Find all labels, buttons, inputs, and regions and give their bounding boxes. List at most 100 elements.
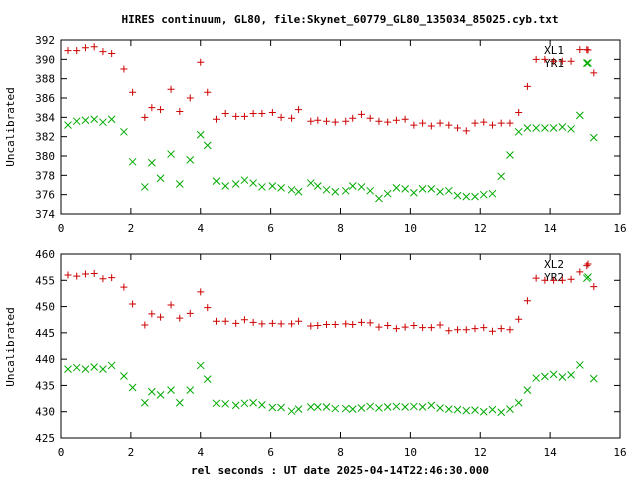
data-point-xl1: [176, 108, 184, 116]
data-point-yr2: [488, 405, 497, 414]
bottom-y-tick-label: 450: [35, 301, 55, 314]
data-point-xl2: [419, 324, 427, 332]
data-point-yr2: [313, 403, 322, 411]
bottom-x-tick-label: 10: [404, 446, 417, 459]
data-point-yr2: [140, 398, 149, 407]
data-point-yr1: [582, 59, 591, 68]
data-point-yr2: [147, 387, 156, 396]
data-point-yr2: [120, 372, 128, 380]
data-point-xl1: [541, 55, 549, 63]
data-point-yr1: [203, 141, 212, 150]
data-point-yr2: [375, 404, 383, 412]
bottom-y-tick-label: 440: [35, 353, 55, 366]
data-point-xl2: [480, 324, 488, 332]
data-point-yr2: [277, 403, 285, 412]
legend-marker-yr1: [584, 59, 592, 67]
data-point-xl2: [331, 320, 339, 328]
data-point-yr1: [81, 116, 90, 125]
data-point-yr1: [258, 183, 266, 191]
data-point-yr2: [506, 405, 514, 413]
data-point-xl2: [427, 324, 435, 332]
chart-title: HIRES continuum, GL80, file:Skynet_60779…: [121, 13, 558, 26]
data-point-yr2: [231, 401, 240, 410]
top-plot-panel: Uncalibrated 374 376 378 380 382 384 386 388 390…: [4, 34, 627, 235]
data-point-xl2: [197, 288, 205, 296]
data-point-yr1: [147, 158, 156, 167]
data-point-xl1: [249, 109, 257, 117]
top-x-tick-label: 12: [474, 222, 487, 235]
top-x-tick-label: 10: [404, 222, 417, 235]
data-point-yr1: [175, 180, 184, 188]
data-point-yr2: [175, 398, 184, 407]
top-x-tick-label: 16: [613, 222, 626, 235]
data-point-yr2: [427, 401, 436, 410]
data-point-xl1: [558, 57, 566, 65]
data-point-xl2: [523, 297, 531, 305]
data-point-xl1: [419, 119, 427, 127]
data-point-xl1: [342, 117, 350, 125]
data-point-xl1: [590, 69, 598, 77]
data-point-xl1: [277, 113, 285, 121]
data-point-yr1: [196, 130, 205, 139]
data-point-xl1: [323, 117, 331, 125]
data-point-xl1: [232, 112, 240, 120]
data-point-yr1: [99, 118, 107, 127]
bottom-x-tick-label: 16: [613, 446, 626, 459]
data-point-yr2: [268, 403, 277, 412]
data-point-xl2: [583, 262, 591, 270]
data-point-xl2: [64, 271, 72, 279]
top-y-tick-label: 374: [35, 208, 55, 221]
data-point-xl2: [99, 275, 107, 283]
data-point-yr1: [294, 187, 303, 196]
data-point-yr1: [249, 179, 258, 187]
data-point-yr2: [287, 407, 296, 416]
data-point-yr1: [221, 182, 230, 190]
data-point-yr2: [90, 363, 99, 371]
data-point-yr2: [410, 402, 418, 411]
data-point-xl2: [268, 319, 276, 327]
data-point-yr1: [375, 194, 383, 203]
data-point-xl2: [471, 325, 479, 333]
bottom-x-tick-label: 2: [128, 446, 135, 459]
bottom-x-tick-label: 8: [337, 446, 344, 459]
data-point-xl1: [148, 104, 156, 112]
data-point-yr1: [231, 180, 240, 188]
data-point-xl2: [323, 320, 331, 328]
data-point-yr1: [462, 192, 471, 201]
bottom-y-tick-label: 460: [35, 248, 55, 261]
data-point-xl2: [462, 326, 470, 334]
data-point-xl2: [120, 283, 128, 291]
data-point-xl1: [81, 44, 89, 52]
data-point-yr1: [341, 186, 350, 195]
data-point-xl2: [550, 276, 558, 284]
data-point-xl2: [567, 275, 575, 283]
data-point-xl2: [258, 320, 266, 328]
bottom-y-tick-label: 435: [35, 379, 55, 392]
data-point-xl2: [366, 319, 374, 327]
data-point-xl2: [314, 321, 322, 329]
data-point-xl2: [167, 301, 175, 309]
top-y-tick-label: 378: [35, 169, 55, 182]
data-point-xl2: [277, 320, 285, 328]
data-point-xl2: [392, 325, 400, 333]
data-point-yr1: [186, 156, 195, 164]
data-point-xl2: [81, 270, 89, 278]
data-point-yr2: [306, 403, 315, 411]
data-point-yr1: [72, 117, 81, 126]
data-point-xl2: [454, 326, 462, 334]
top-plot-frame: [60, 39, 621, 215]
bottom-x-tick-label: 4: [197, 446, 204, 459]
data-point-yr2: [418, 403, 427, 411]
data-point-yr1: [488, 189, 497, 198]
data-point-yr2: [258, 401, 266, 409]
data-point-xl1: [108, 50, 116, 58]
data-point-xl1: [307, 117, 315, 125]
data-point-xl2: [141, 321, 149, 329]
data-point-xl2: [576, 268, 584, 276]
data-point-xl1: [349, 114, 357, 122]
data-point-yr2: [575, 361, 584, 369]
data-point-xl2: [129, 300, 137, 308]
data-point-yr1: [383, 189, 392, 198]
data-point-yr2: [64, 365, 72, 373]
data-point-yr1: [558, 123, 567, 131]
